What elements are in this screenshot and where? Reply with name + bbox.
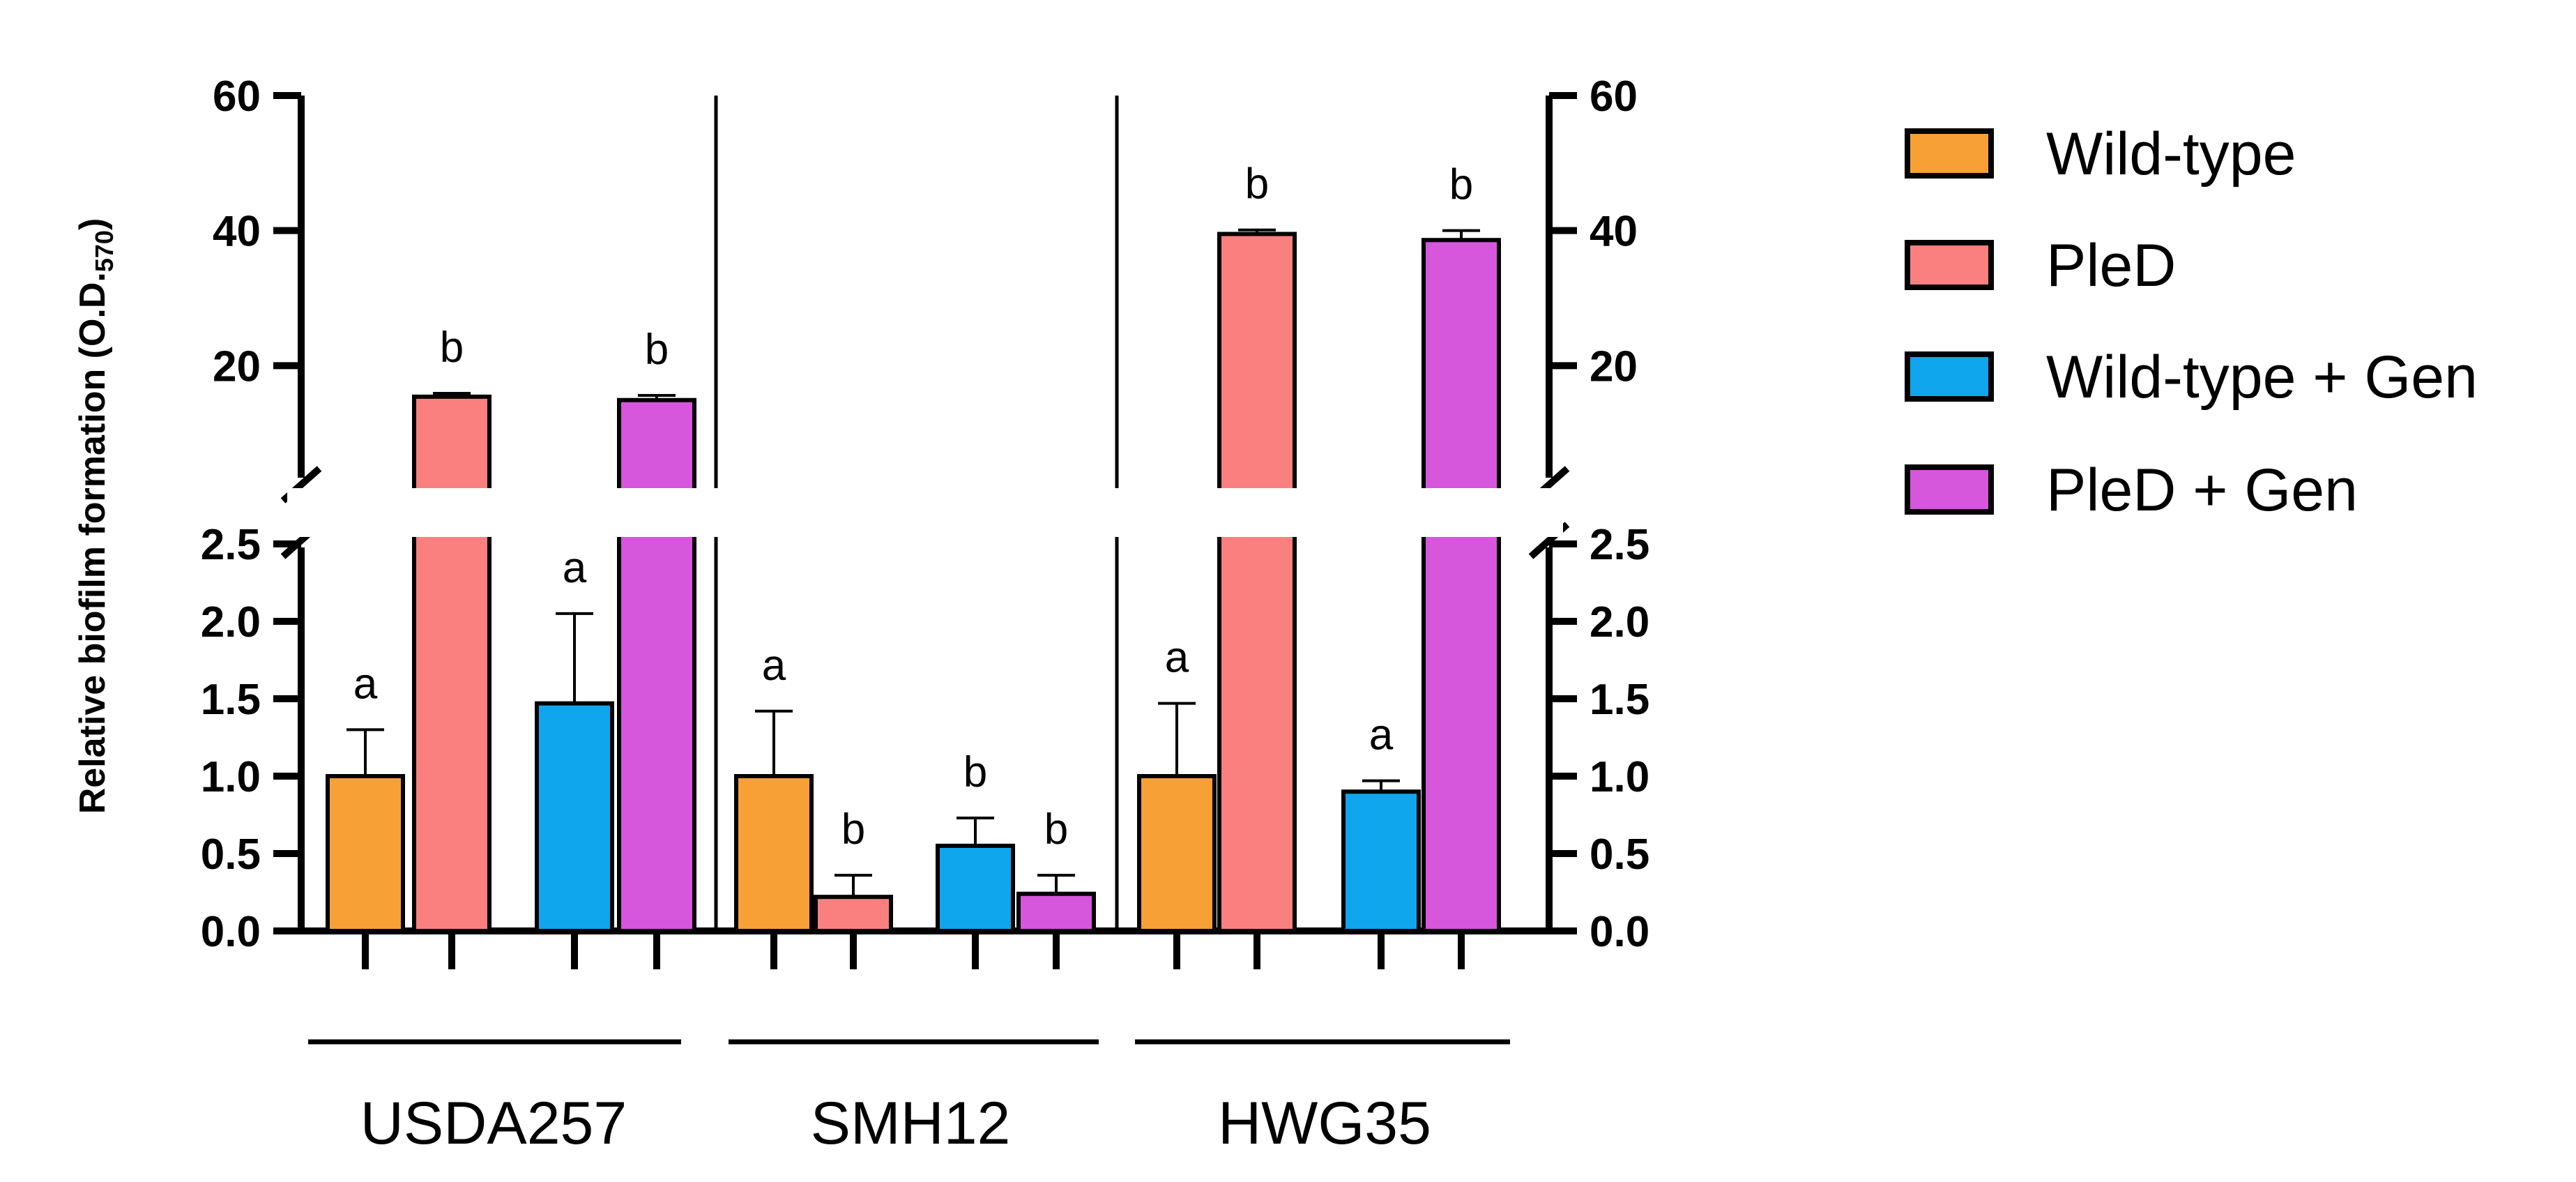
legend-swatch bbox=[1905, 464, 1994, 515]
legend-swatch bbox=[1905, 351, 1994, 402]
y-tick-label: 2.0 bbox=[1590, 598, 1649, 646]
group-label-smh12: SMH12 bbox=[811, 1090, 1011, 1157]
y-tick-label: 1.5 bbox=[201, 676, 261, 724]
legend-swatch bbox=[1905, 128, 1994, 179]
y-tick-label: 2.5 bbox=[201, 521, 261, 569]
significance-letter: b bbox=[963, 748, 987, 796]
significance-letter: b bbox=[1044, 805, 1068, 854]
y-tick-label: 1.0 bbox=[201, 753, 261, 801]
y-tick-label: 40 bbox=[1590, 208, 1638, 256]
significance-letter: a bbox=[1369, 711, 1394, 759]
bar-wild-type-hwg35 bbox=[1137, 774, 1217, 933]
y-tick-label: 60 bbox=[213, 73, 261, 121]
axes: 20 40 60 0.0 0.5 1.0 1.5 2.0 2.5 20 40 60 0.0 0.5 1.0 1… bbox=[201, 73, 1649, 1045]
y-tick-label: 20 bbox=[213, 342, 261, 391]
significance-letter: a bbox=[1165, 634, 1189, 682]
significance-letter: a bbox=[762, 642, 786, 690]
bars bbox=[287, 228, 1563, 934]
significance-letter: b bbox=[841, 805, 865, 854]
legend-label: Wild-type + Gen bbox=[2046, 344, 2478, 411]
y-tick-label: 2.0 bbox=[201, 598, 261, 646]
y-tick-label: 2.5 bbox=[1590, 521, 1649, 569]
y-tick-label: 1.5 bbox=[1590, 676, 1649, 724]
bar-wild-type-gen-smh12 bbox=[936, 843, 1015, 934]
y-tick-label: 20 bbox=[1590, 342, 1638, 391]
y-tick-label: 1.0 bbox=[1590, 753, 1649, 801]
bar-pled-smh12 bbox=[814, 895, 893, 934]
significance-letter: b bbox=[1449, 161, 1473, 209]
significance-letter: b bbox=[645, 326, 669, 374]
legend: Wild-type PleD Wild-type + Gen PleD + Gen bbox=[1905, 121, 2478, 524]
bar-wild-type-usda257 bbox=[326, 774, 405, 933]
group-label-hwg35: HWG35 bbox=[1218, 1090, 1431, 1157]
bar-pled-gen-hwg35 bbox=[1422, 238, 1501, 933]
legend-label: PleD + Gen bbox=[2046, 457, 2358, 524]
bar-pled-usda257 bbox=[412, 394, 491, 933]
group-label-usda257: USDA257 bbox=[360, 1090, 627, 1157]
y-tick-label: 0.0 bbox=[201, 908, 261, 956]
bar-pled-gen-smh12 bbox=[1016, 891, 1096, 933]
bar-pled-gen-usda257 bbox=[617, 397, 696, 933]
y-tick-label: 60 bbox=[1590, 73, 1638, 121]
y-tick-label: 0.5 bbox=[1590, 831, 1649, 879]
axis-break-gap bbox=[287, 488, 1563, 537]
bar-wild-type-smh12 bbox=[734, 774, 814, 933]
bar-wild-type-gen-usda257 bbox=[535, 701, 614, 933]
y-tick-label: 40 bbox=[213, 208, 261, 256]
legend-label: PleD bbox=[2046, 232, 2176, 299]
y-axis-label: Relative biofilm formation (O.D.570) bbox=[73, 218, 119, 814]
legend-swatch bbox=[1905, 240, 1994, 290]
significance-letter: b bbox=[1245, 160, 1269, 209]
y-tick-label: 0.0 bbox=[1590, 908, 1649, 956]
significance-letter: b bbox=[440, 324, 464, 372]
labels: a a a b b b a b a b b b USDA257 SMH12 HWG35 Relative bi… bbox=[73, 160, 1473, 1157]
significance-letter: a bbox=[563, 544, 587, 592]
y-tick-label: 0.5 bbox=[201, 831, 261, 879]
significance-letter: a bbox=[353, 660, 378, 708]
bar-pled-hwg35 bbox=[1217, 232, 1297, 933]
legend-label: Wild-type bbox=[2046, 121, 2296, 188]
bar-wild-type-gen-hwg35 bbox=[1341, 789, 1421, 933]
